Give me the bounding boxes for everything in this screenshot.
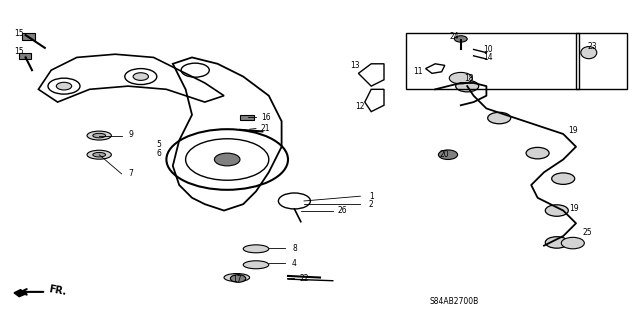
Circle shape [133,73,148,80]
Bar [240,115,254,120]
Circle shape [214,153,240,166]
Text: 19: 19 [569,204,579,213]
Text: 8: 8 [292,244,297,253]
Text: 16: 16 [260,113,271,122]
Circle shape [230,275,246,282]
Text: 9: 9 [129,130,134,139]
Bar [406,33,579,89]
Ellipse shape [243,245,269,253]
Text: FR.: FR. [48,285,67,297]
Text: 15: 15 [14,29,24,38]
Polygon shape [14,290,27,297]
Bar [576,33,627,89]
Circle shape [454,36,467,42]
Circle shape [438,150,458,160]
Polygon shape [19,53,31,59]
Text: 11: 11 [413,67,422,76]
Ellipse shape [243,261,269,269]
Text: 14: 14 [483,53,493,62]
Circle shape [488,112,511,124]
Ellipse shape [87,131,111,140]
Text: 15: 15 [14,47,24,56]
Text: 5: 5 [156,140,161,149]
Text: 26: 26 [337,206,348,215]
Text: 25: 25 [582,228,593,237]
Text: 4: 4 [292,259,297,268]
Ellipse shape [224,274,250,281]
Circle shape [552,173,575,184]
Circle shape [56,82,72,90]
Text: S84AB2700B: S84AB2700B [430,297,479,306]
Text: 1: 1 [369,192,374,201]
Ellipse shape [93,152,106,157]
Circle shape [545,237,568,248]
Text: 23: 23 [587,42,597,51]
Text: 18: 18 [464,74,473,83]
Text: 6: 6 [156,149,161,158]
Text: 2: 2 [369,200,374,209]
Text: 17: 17 [232,275,242,284]
Circle shape [456,80,479,92]
Text: 24: 24 [449,32,460,41]
Ellipse shape [93,133,106,138]
Ellipse shape [87,150,111,159]
Circle shape [545,205,568,216]
Text: 20: 20 [440,150,450,159]
Text: 12: 12 [356,102,365,111]
Text: 13: 13 [350,61,360,70]
Circle shape [526,147,549,159]
Polygon shape [22,33,35,40]
Text: 7: 7 [129,169,134,178]
Circle shape [449,72,472,84]
Text: 22: 22 [300,274,308,283]
Circle shape [561,237,584,249]
Text: 19: 19 [568,126,578,135]
Text: 10: 10 [483,45,493,54]
Text: 21: 21 [261,124,270,133]
Ellipse shape [581,47,597,59]
